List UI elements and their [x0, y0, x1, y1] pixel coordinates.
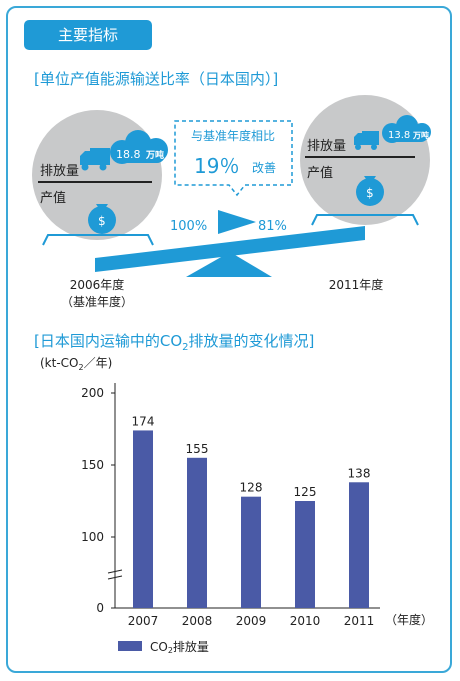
- left-cloud-icon: [110, 130, 168, 164]
- x-tick-label: 2007: [128, 614, 159, 628]
- emission-bar-chart: (kt-CO2／年) 200 150 100 0 174 2007 155 2008 128 2…: [40, 356, 433, 655]
- new-percent: 81%: [258, 219, 287, 234]
- bar-value-label: 128: [240, 481, 263, 495]
- left-year: 2006年度: [70, 277, 125, 292]
- bar-2009: [241, 496, 261, 608]
- y-tick-label: 100: [81, 530, 104, 544]
- left-emission-value: 18.8: [116, 148, 141, 161]
- x-tick-label: 2011: [344, 614, 375, 628]
- y-axis-label: (kt-CO2／年): [40, 356, 112, 372]
- ratio-illustration: 排放量 产值 18.8 万吨 $ 排放量 产值 13.8 万吨 $: [32, 95, 431, 309]
- left-emission-unit: 万吨: [145, 149, 164, 161]
- bar-value-label: 138: [348, 466, 371, 480]
- x-tick-label: 2008: [182, 614, 213, 628]
- balance-fulcrum: [186, 252, 272, 277]
- left-truck-icon: [80, 148, 110, 171]
- left-value-label: 产值: [40, 190, 66, 206]
- right-emission-unit: 万吨: [412, 130, 429, 140]
- right-year: 2011年度: [329, 277, 384, 292]
- right-cloud-icon: [382, 115, 431, 143]
- axis-break-icon: [107, 569, 123, 580]
- legend-swatch: [118, 641, 142, 651]
- balance-beam: [95, 226, 365, 272]
- infographic-frame: [6, 6, 452, 673]
- x-tick-label: 2010: [290, 614, 321, 628]
- y-tick-label: 200: [81, 386, 104, 400]
- comparison-note: 改善: [252, 160, 276, 175]
- comparison-title: 与基准年度相比: [191, 128, 275, 143]
- arrow-icon: [218, 210, 256, 234]
- ratio-section-title: [单位产值能源输送比率（日本国内）]: [34, 70, 279, 88]
- comparison-value: 19％: [194, 154, 239, 178]
- left-tray: [42, 234, 154, 246]
- bar-2008: [187, 457, 207, 608]
- right-emission-value: 13.8: [388, 130, 410, 141]
- left-year-note: （基准年度）: [61, 294, 133, 309]
- bar-value-label: 155: [186, 442, 209, 456]
- left-money-bag-icon: [88, 204, 116, 234]
- bar-value-label: 174: [132, 414, 155, 428]
- left-money-symbol: $: [98, 214, 106, 228]
- bar-2011: [349, 482, 369, 608]
- y-tick-label: 0: [96, 601, 104, 615]
- section-tag: 主要指标: [24, 20, 152, 50]
- chart-section-title: [日本国内运输中的CO2排放量的变化情况]: [34, 332, 315, 353]
- legend-label: CO2排放量: [150, 639, 209, 655]
- right-emission-label: 排放量: [307, 139, 346, 154]
- x-tick-label: 2009: [236, 614, 267, 628]
- right-money-bag-icon: [356, 176, 384, 206]
- bar-2007: [133, 430, 153, 608]
- right-tray: [311, 214, 419, 226]
- comparison-callout: [174, 120, 293, 197]
- y-tick-label: 150: [81, 458, 104, 472]
- bar-value-label: 125: [294, 485, 317, 499]
- right-truck-icon: [354, 131, 379, 150]
- right-circle: [300, 95, 430, 225]
- x-axis-label: （年度）: [385, 612, 433, 627]
- right-money-symbol: $: [366, 186, 374, 200]
- base-percent: 100%: [170, 219, 207, 234]
- bar-2010: [295, 501, 315, 608]
- right-value-label: 产值: [307, 165, 333, 181]
- left-emission-label: 排放量: [40, 164, 79, 179]
